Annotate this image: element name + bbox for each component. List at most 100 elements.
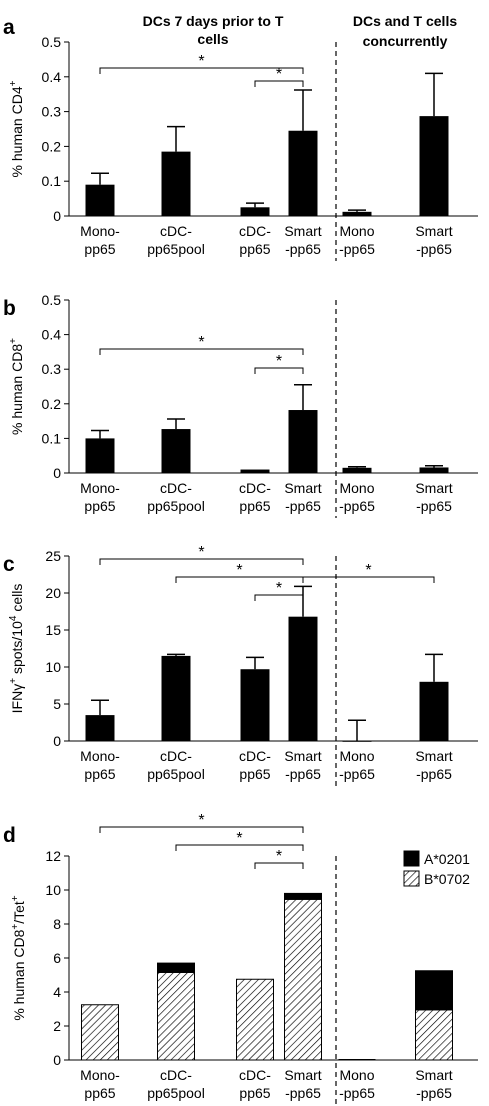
- category-label: -pp65: [416, 766, 452, 782]
- y-tick-label: 0.1: [42, 430, 62, 446]
- significance-star: *: [276, 66, 282, 83]
- y-tick-label: 0: [53, 465, 61, 481]
- category-label: cDC-: [160, 223, 192, 239]
- y-tick-label: 12: [45, 848, 61, 864]
- significance-bracket: [254, 862, 304, 869]
- y-tick-label: 0: [53, 208, 61, 224]
- header-right-line2: concurrently: [363, 33, 448, 49]
- y-tick-label: 20: [45, 585, 61, 601]
- category-label: pp65: [239, 498, 270, 514]
- significance-star: *: [236, 830, 242, 847]
- significance-star: *: [365, 562, 371, 579]
- category-label: -pp65: [416, 498, 452, 514]
- y-tick-label: 4: [53, 984, 61, 1000]
- category-label: pp65: [84, 1085, 115, 1101]
- category-label: Mono: [339, 223, 374, 239]
- category-label: Smart: [415, 480, 452, 496]
- bar: [240, 469, 270, 473]
- y-tick-label: 10: [45, 882, 61, 898]
- category-label: Mono: [339, 1067, 374, 1083]
- bar: [85, 438, 115, 473]
- y-label-text: cells: [9, 584, 25, 616]
- category-label: Smart: [415, 223, 452, 239]
- category-label: -pp65: [416, 241, 452, 257]
- y-label-superscript: +: [10, 895, 21, 901]
- panel-letter: b: [3, 297, 16, 320]
- y-label-text: % human CD4: [9, 86, 25, 177]
- bar-segment-a0201: [157, 962, 195, 973]
- header-left-line1: DCs 7 days prior to T: [143, 13, 284, 29]
- y-tick-label: 0: [53, 1052, 61, 1068]
- y-label-superscript: +: [8, 80, 19, 86]
- panel-letter: c: [3, 553, 15, 576]
- bar: [85, 184, 115, 216]
- y-axis-label: % human CD8+/Tet+: [10, 895, 27, 1020]
- significance-bracket: [99, 826, 304, 833]
- y-tick-label: 0.4: [42, 327, 62, 343]
- significance-star: *: [198, 812, 204, 829]
- significance-star: *: [198, 334, 204, 351]
- significance-star: *: [276, 848, 282, 865]
- category-label: -pp65: [285, 498, 321, 514]
- bar: [342, 211, 372, 216]
- significance-bracket: [175, 844, 304, 851]
- category-label: -pp65: [339, 241, 375, 257]
- y-label-text: /Tet: [11, 901, 27, 924]
- y-tick-label: 10: [45, 659, 61, 675]
- bar: [419, 467, 449, 473]
- category-label: -pp65: [416, 1085, 452, 1101]
- category-label: -pp65: [285, 241, 321, 257]
- category-label: Smart: [415, 748, 452, 764]
- y-tick-label: 2: [53, 1018, 61, 1034]
- significance-bracket: [254, 594, 304, 601]
- category-label: cDC-: [239, 1067, 271, 1083]
- bar: [288, 410, 318, 473]
- category-label: -pp65: [285, 1085, 321, 1101]
- y-tick-label: 0.1: [42, 173, 62, 189]
- y-label-text: IFNγ: [9, 684, 25, 714]
- y-label-superscript: +: [8, 338, 19, 344]
- category-label: pp65: [84, 498, 115, 514]
- y-tick-label: 0.5: [42, 292, 62, 308]
- y-tick-label: 0.2: [42, 396, 62, 412]
- header-right-line1: DCs and T cells: [353, 13, 457, 29]
- bar-segment-b0702: [157, 971, 195, 1061]
- bar-segment-b0702: [236, 978, 274, 1061]
- y-label-text: spots/10: [9, 621, 25, 678]
- significance-star: *: [198, 544, 204, 561]
- y-axis-label: IFNγ+ spots/104 cells: [8, 584, 25, 714]
- legend: A*0201 B*0702: [403, 850, 470, 887]
- y-tick-label: 0.5: [42, 34, 62, 50]
- y-tick-label: 6: [53, 950, 61, 966]
- y-label-superscript: +: [10, 924, 21, 930]
- category-label: Mono: [339, 748, 374, 764]
- y-tick-label: 15: [45, 622, 61, 638]
- bar-segment-b0702: [81, 1004, 119, 1061]
- bar: [240, 669, 270, 741]
- y-tick-label: 8: [53, 916, 61, 932]
- bar: [85, 715, 115, 741]
- category-label: Mono-: [80, 748, 120, 764]
- category-label: -pp65: [339, 498, 375, 514]
- y-axis-label: % human CD4+: [8, 80, 25, 177]
- y-label-text: % human CD8: [11, 929, 27, 1020]
- category-label: pp65: [239, 1085, 270, 1101]
- y-tick-label: 0.2: [42, 138, 62, 154]
- category-label: pp65pool: [147, 241, 205, 257]
- category-label: Smart: [284, 480, 321, 496]
- significance-star: *: [198, 53, 204, 70]
- category-label: Mono-: [80, 480, 120, 496]
- legend-swatch-a0201: [403, 850, 420, 867]
- category-label: pp65pool: [147, 498, 205, 514]
- category-label: pp65: [239, 766, 270, 782]
- y-label-text: % human CD8: [9, 344, 25, 435]
- legend-label-a0201: A*0201: [424, 851, 470, 867]
- bar: [342, 741, 372, 742]
- significance-bracket: [99, 348, 304, 355]
- panel-letter: a: [3, 16, 15, 39]
- category-label: cDC-: [160, 1067, 192, 1083]
- bar: [419, 681, 449, 741]
